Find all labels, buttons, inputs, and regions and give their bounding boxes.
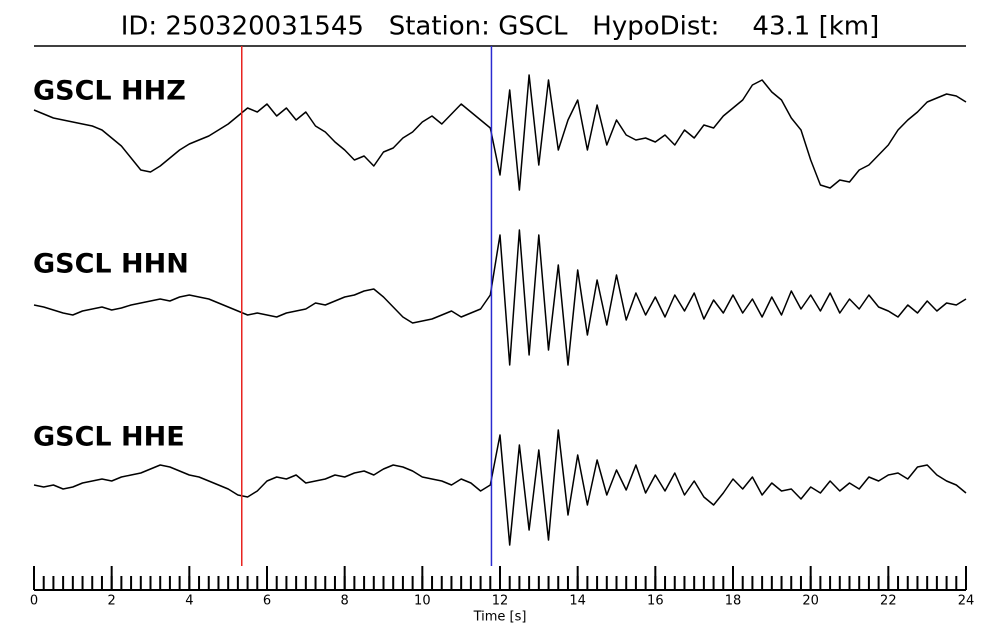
x-axis-label: Time [s] [473,610,527,625]
x-tick-label: 14 [569,594,586,609]
trace-label: GSCL HHZ [33,76,186,107]
trace-label: GSCL HHN [33,249,189,280]
x-tick-label: 10 [414,594,431,609]
x-tick-label: 0 [30,594,38,609]
waveform [33,74,967,191]
x-tick-label: 22 [880,594,897,609]
x-tick-label: 20 [802,594,819,609]
x-tick-label: 6 [263,594,271,609]
x-tick-label: 8 [341,594,349,609]
x-tick-label: 16 [647,594,664,609]
x-tick-label: 18 [725,594,742,609]
waveform [33,429,967,546]
waveform [33,229,967,366]
x-tick-label: 24 [958,594,975,609]
x-tick-label: 4 [185,594,193,609]
x-tick-label: 12 [492,594,509,609]
trace-label: GSCL HHE [33,422,185,453]
chart-title: ID: 250320031545 Station: GSCL HypoDist:… [121,12,880,42]
x-tick-label: 2 [108,594,116,609]
